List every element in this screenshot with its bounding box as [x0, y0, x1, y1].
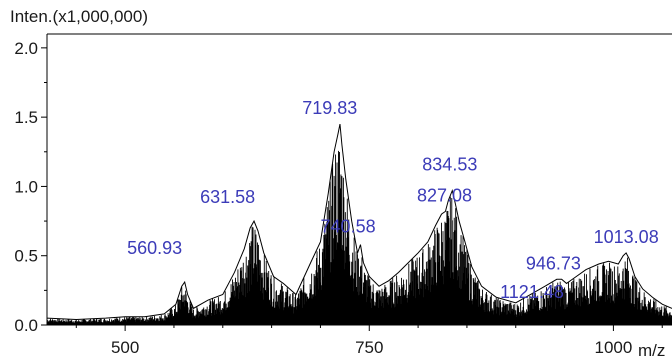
peak-labels: 560.93 631.58 719.83 740.58 827.08 834.53 946.…: [127, 98, 659, 302]
peak-label: 946.73: [526, 253, 581, 273]
x-tick-label: 1000: [594, 338, 632, 357]
spectrum-trace: [46, 150, 672, 325]
peak-label: 834.53: [422, 155, 477, 175]
peak-label: 1121.48: [500, 282, 564, 302]
peak-label: 740.58: [321, 217, 376, 237]
peak-label: 560.93: [127, 238, 182, 258]
y-axis-title: Inten.(x1,000,000): [10, 7, 148, 26]
peak-label: 827.08: [417, 185, 472, 205]
y-tick-label: 1.0: [14, 177, 38, 196]
x-axis-title: m/z: [638, 341, 665, 360]
y-tick-label: 2.0: [14, 39, 38, 58]
peak-label: 719.83: [302, 98, 357, 118]
y-axis: 0.0 0.5 1.0 1.5 2.0: [14, 39, 47, 335]
spectrum-envelope: [46, 123, 672, 320]
spectrum-layer: [46, 123, 672, 325]
peak-label: 631.58: [200, 187, 255, 207]
peak-label: 1013.08: [594, 227, 659, 247]
y-tick-label: 1.5: [14, 108, 38, 127]
x-axis: 500 750 1000: [75, 325, 663, 357]
y-tick-label: 0.5: [14, 247, 38, 266]
x-tick-label: 500: [111, 338, 139, 357]
x-tick-label: 750: [355, 338, 383, 357]
y-tick-label: 0.0: [14, 316, 38, 335]
